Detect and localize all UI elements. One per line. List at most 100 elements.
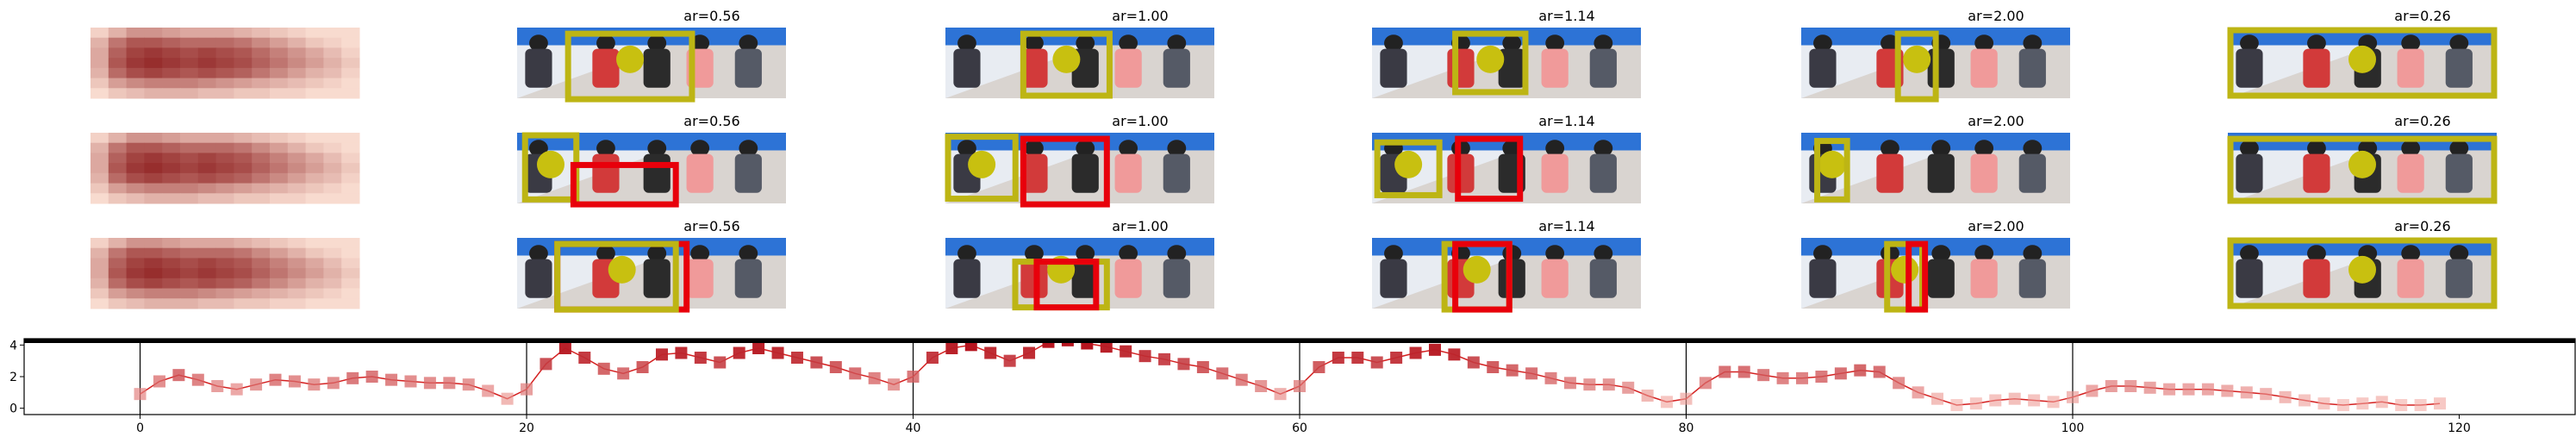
photo-person-head xyxy=(2449,140,2469,157)
heatmap-cell xyxy=(144,247,163,259)
photo-person-head xyxy=(1545,34,1565,52)
chart-point xyxy=(675,346,688,359)
panel-title: ar=0.56 xyxy=(683,113,739,129)
heatmap-cell xyxy=(162,193,181,204)
panel-title: ar=1.14 xyxy=(1538,218,1594,234)
heatmap-cell xyxy=(90,268,109,279)
chart-point xyxy=(1583,378,1596,391)
heatmap-cell xyxy=(197,193,217,204)
photo-person-head xyxy=(529,140,548,157)
chart-point xyxy=(1042,339,1055,348)
heatmap-cell xyxy=(270,278,289,290)
chart-point xyxy=(1815,371,1828,383)
heatmap-cell xyxy=(252,258,271,269)
heatmap-cell xyxy=(108,298,128,309)
photo-person-body xyxy=(1970,153,1998,193)
heatmap-cell xyxy=(252,172,271,184)
heatmap-cell xyxy=(126,28,145,39)
heatmap-cell xyxy=(90,88,109,99)
photo-person-head xyxy=(1974,34,1994,52)
heatmap-cell xyxy=(234,258,253,269)
heatmap-cell xyxy=(180,247,199,259)
heatmap-cell xyxy=(180,288,199,299)
heatmap-cell xyxy=(126,268,145,279)
heatmap-cell xyxy=(287,133,307,144)
photo-person-body xyxy=(1114,259,1142,298)
photo-person-body xyxy=(1163,259,1190,298)
heatmap-cell xyxy=(234,238,253,249)
chart-point xyxy=(656,348,668,361)
photo-person-head xyxy=(1974,140,1994,157)
heatmap-cell xyxy=(180,268,199,279)
heatmap-cell xyxy=(270,247,289,259)
photo-person-head xyxy=(2307,245,2326,262)
heatmap-cell xyxy=(215,78,234,89)
chart-point xyxy=(2260,388,2273,401)
chart-point xyxy=(1661,396,1674,409)
heatmap-cell xyxy=(234,278,253,290)
heatmap-cell xyxy=(215,298,234,309)
heatmap-cell xyxy=(305,268,324,279)
heatmap-cell xyxy=(180,172,199,184)
chart-point xyxy=(1969,397,1982,410)
photo-person-body xyxy=(953,48,981,88)
chart-point xyxy=(1235,373,1248,386)
heatmap-cell xyxy=(197,28,217,39)
heatmap-cell xyxy=(180,142,199,153)
heatmap-cell xyxy=(252,278,271,290)
heatmap-cell xyxy=(197,288,217,299)
heatmap-cell xyxy=(144,278,163,290)
heatmap-cell xyxy=(323,58,342,69)
heatmap-cell xyxy=(341,78,360,89)
x-tick-label: 80 xyxy=(1679,421,1694,435)
photo-person-body xyxy=(686,153,714,193)
heatmap-cell xyxy=(144,298,163,309)
chart-point xyxy=(250,378,263,391)
chart-point xyxy=(888,378,901,391)
chart-point xyxy=(1737,365,1750,378)
heatmap-cell xyxy=(323,193,342,204)
chart-point xyxy=(172,369,185,382)
chart-point xyxy=(1351,352,1364,364)
photo-person-head xyxy=(2401,245,2421,262)
heatmap-cell xyxy=(323,78,342,89)
chart-point xyxy=(211,380,224,392)
red-box xyxy=(1020,135,1110,208)
target-dot xyxy=(616,45,645,73)
chart-point xyxy=(2143,381,2156,394)
chart-point xyxy=(1931,392,1943,405)
heatmap-cell xyxy=(90,288,109,299)
heatmap-cell xyxy=(144,268,163,279)
photo-person-body xyxy=(525,259,552,298)
photo-person-head xyxy=(1545,140,1565,157)
chart-point xyxy=(2066,390,2079,403)
panel-title: ar=0.56 xyxy=(683,218,739,234)
photo-person-body xyxy=(1163,48,1190,88)
heatmap-cell xyxy=(90,67,109,79)
heatmap-cell xyxy=(323,278,342,290)
photo-person-body xyxy=(643,259,671,298)
chart-point xyxy=(1294,380,1306,392)
heatmap-cell xyxy=(287,142,307,153)
heatmap-cell xyxy=(323,37,342,48)
heatmap-cell xyxy=(215,58,234,69)
target-dot xyxy=(2348,150,2376,178)
chart-point xyxy=(2317,397,2330,410)
target-dot xyxy=(968,150,996,178)
heatmap-cell xyxy=(108,288,128,299)
photo-person-body xyxy=(592,48,620,88)
heatmap-cell xyxy=(287,153,307,164)
heatmap-cell xyxy=(252,37,271,48)
chart-point xyxy=(771,346,784,359)
photo-person-body xyxy=(592,153,620,193)
photo-person-body xyxy=(1541,153,1569,193)
panel-r2-c5: ar=2.00 xyxy=(1801,113,2070,203)
photo-person-body xyxy=(1541,259,1569,298)
heatmap-cell xyxy=(197,58,217,69)
chart-x-ticks: 0 20 40 60 80 100 120 xyxy=(136,415,2471,435)
heatmap-cell xyxy=(287,183,307,194)
panel-title: ar=1.14 xyxy=(1538,8,1594,24)
heatmap-cell xyxy=(305,193,324,204)
heatmap-cell xyxy=(234,67,253,79)
